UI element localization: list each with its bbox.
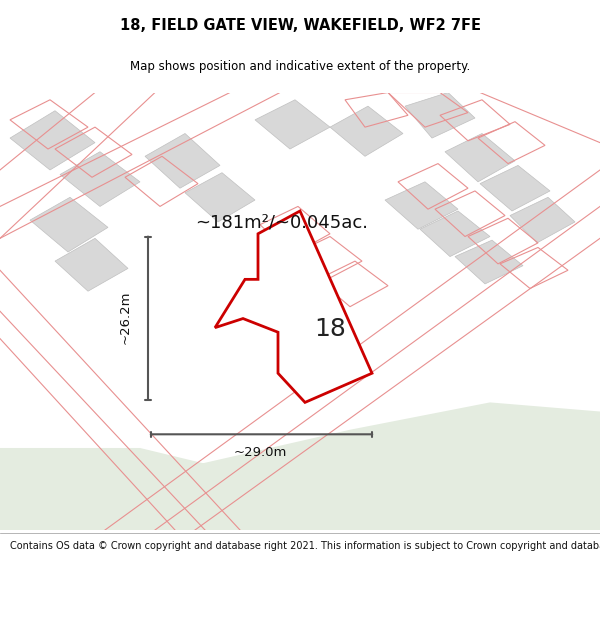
Polygon shape (480, 166, 550, 211)
Polygon shape (30, 198, 108, 252)
Text: 18: 18 (314, 318, 346, 341)
Text: ~181m²/~0.045ac.: ~181m²/~0.045ac. (195, 214, 368, 232)
Polygon shape (145, 134, 220, 188)
Polygon shape (330, 106, 403, 156)
Polygon shape (0, 402, 600, 530)
Polygon shape (0, 448, 600, 530)
Polygon shape (455, 240, 523, 284)
Polygon shape (445, 134, 515, 182)
Text: Map shows position and indicative extent of the property.: Map shows position and indicative extent… (130, 60, 470, 73)
Polygon shape (405, 92, 475, 138)
Polygon shape (255, 100, 330, 149)
Polygon shape (10, 111, 95, 170)
Polygon shape (185, 173, 255, 222)
Text: ~29.0m: ~29.0m (233, 446, 287, 459)
Polygon shape (385, 182, 458, 229)
Polygon shape (215, 211, 372, 402)
Polygon shape (60, 152, 140, 206)
Polygon shape (55, 238, 128, 291)
Text: ~26.2m: ~26.2m (119, 291, 131, 344)
Text: Contains OS data © Crown copyright and database right 2021. This information is : Contains OS data © Crown copyright and d… (10, 541, 600, 551)
Polygon shape (510, 198, 575, 243)
Text: 18, FIELD GATE VIEW, WAKEFIELD, WF2 7FE: 18, FIELD GATE VIEW, WAKEFIELD, WF2 7FE (119, 18, 481, 33)
Polygon shape (420, 211, 490, 256)
